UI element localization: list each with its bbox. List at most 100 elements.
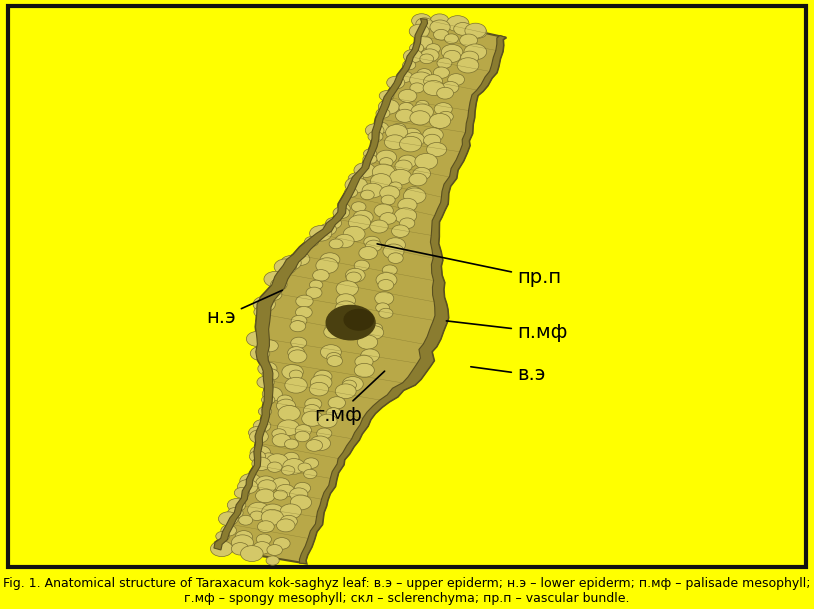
Polygon shape: [300, 35, 506, 563]
Circle shape: [221, 525, 237, 536]
Text: пр.п: пр.п: [377, 244, 561, 287]
Circle shape: [253, 297, 275, 312]
Circle shape: [354, 260, 370, 271]
Circle shape: [333, 207, 349, 219]
Circle shape: [274, 538, 290, 549]
Circle shape: [234, 487, 250, 498]
Circle shape: [372, 164, 395, 180]
Circle shape: [288, 350, 307, 363]
Circle shape: [320, 253, 340, 267]
Circle shape: [256, 476, 276, 490]
Circle shape: [431, 14, 449, 27]
Circle shape: [266, 556, 279, 565]
Circle shape: [324, 325, 343, 339]
Circle shape: [290, 488, 308, 501]
Circle shape: [317, 414, 337, 428]
Circle shape: [278, 406, 300, 421]
Circle shape: [327, 356, 343, 367]
Circle shape: [373, 122, 388, 133]
Circle shape: [247, 502, 269, 518]
Circle shape: [388, 253, 403, 264]
Circle shape: [326, 306, 375, 340]
Circle shape: [374, 292, 394, 305]
Circle shape: [410, 111, 430, 125]
Circle shape: [423, 75, 443, 88]
Circle shape: [267, 544, 282, 555]
Circle shape: [444, 34, 458, 44]
Circle shape: [416, 100, 429, 110]
Circle shape: [348, 215, 370, 231]
Circle shape: [254, 307, 269, 317]
Circle shape: [417, 69, 431, 79]
Circle shape: [376, 273, 397, 287]
Circle shape: [399, 102, 414, 113]
Circle shape: [376, 303, 390, 312]
Circle shape: [386, 125, 408, 140]
Circle shape: [309, 280, 323, 289]
Circle shape: [257, 521, 274, 533]
Circle shape: [262, 453, 275, 463]
Circle shape: [304, 470, 317, 479]
Circle shape: [392, 123, 406, 133]
Circle shape: [272, 434, 291, 447]
Circle shape: [335, 384, 357, 398]
Circle shape: [345, 177, 367, 193]
Circle shape: [465, 23, 486, 38]
Circle shape: [423, 80, 444, 96]
Circle shape: [363, 149, 377, 158]
Circle shape: [258, 362, 277, 375]
Circle shape: [413, 167, 431, 180]
Circle shape: [304, 458, 318, 468]
Circle shape: [211, 541, 233, 557]
Circle shape: [433, 67, 449, 79]
Circle shape: [436, 87, 453, 99]
Circle shape: [291, 337, 307, 348]
Circle shape: [241, 546, 263, 561]
Circle shape: [437, 58, 452, 68]
Circle shape: [384, 135, 405, 150]
Circle shape: [427, 44, 440, 54]
Circle shape: [342, 376, 363, 392]
Circle shape: [240, 474, 261, 488]
Circle shape: [442, 82, 459, 93]
Circle shape: [291, 315, 307, 326]
Circle shape: [438, 111, 453, 122]
Circle shape: [396, 109, 414, 122]
Circle shape: [295, 306, 313, 318]
Circle shape: [258, 480, 276, 493]
Circle shape: [278, 395, 293, 406]
Circle shape: [265, 289, 282, 300]
Circle shape: [262, 387, 282, 401]
Circle shape: [247, 331, 268, 347]
Circle shape: [353, 210, 373, 225]
Circle shape: [261, 504, 284, 519]
Text: Fig. 1. Anatomical structure of Taraxacum kok-saghyz leaf: в.э – upper epiderm; : Fig. 1. Anatomical structure of Taraxacu…: [3, 577, 811, 605]
Circle shape: [285, 439, 299, 449]
Text: н.э: н.э: [206, 290, 282, 327]
Circle shape: [314, 370, 332, 383]
Circle shape: [231, 543, 249, 555]
Circle shape: [344, 227, 365, 242]
Circle shape: [278, 420, 300, 435]
Circle shape: [277, 399, 295, 412]
Circle shape: [403, 60, 416, 70]
Circle shape: [326, 217, 342, 229]
Circle shape: [364, 236, 380, 248]
Circle shape: [337, 204, 350, 213]
Circle shape: [298, 463, 311, 472]
Circle shape: [430, 113, 451, 128]
Circle shape: [227, 507, 243, 518]
Circle shape: [370, 220, 388, 233]
Circle shape: [280, 515, 297, 527]
Circle shape: [304, 236, 319, 247]
Circle shape: [453, 23, 472, 35]
Polygon shape: [214, 19, 427, 550]
Circle shape: [398, 199, 417, 212]
Circle shape: [274, 259, 296, 275]
Circle shape: [354, 163, 375, 178]
Circle shape: [250, 446, 270, 460]
Circle shape: [470, 26, 487, 38]
Circle shape: [344, 309, 374, 330]
Circle shape: [267, 462, 282, 473]
Circle shape: [376, 150, 396, 164]
